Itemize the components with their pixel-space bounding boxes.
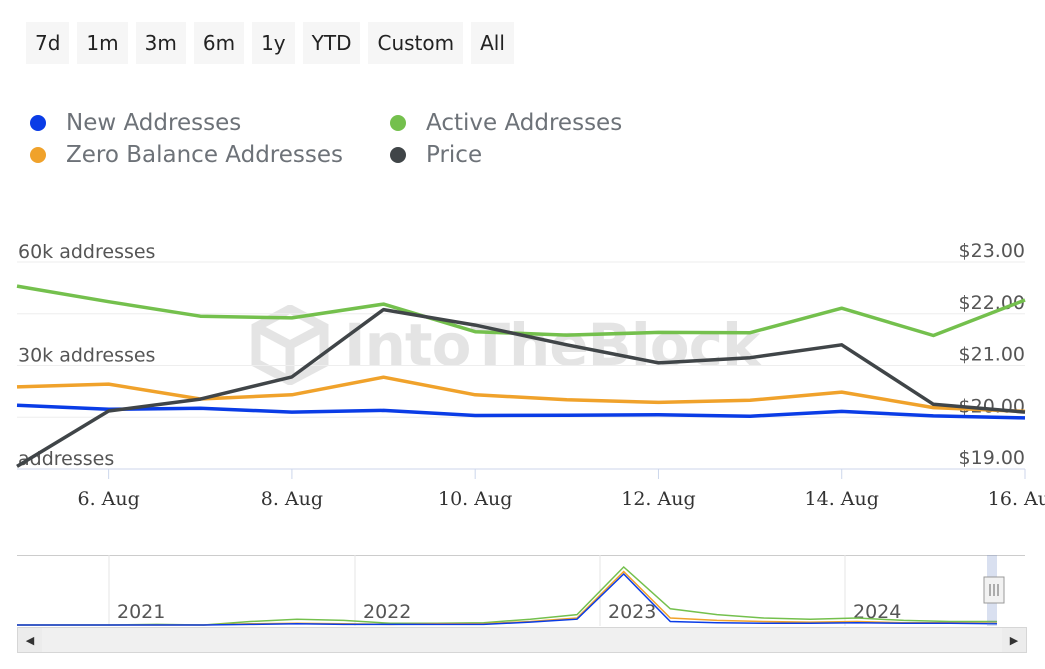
legend-label-price: Price [426,142,483,168]
x-axis-tick-label: 14. Aug [805,488,879,510]
range-selector: 7d 1m 3m 6m 1y YTD Custom All [26,22,514,64]
range-button-all[interactable]: All [471,22,514,64]
legend-label-new-addresses: New Addresses [66,110,242,136]
series-line-active-addresses[interactable] [16,284,1026,338]
left-axis-tick-label: 60k addresses [18,241,155,263]
x-axis-tick-label: 12. Aug [621,488,695,510]
legend-label-active-addresses: Active Addresses [426,110,623,136]
range-button-ytd[interactable]: YTD [302,22,361,64]
main-chart[interactable]: addresses 30k addresses 60k addresses $19.0… [0,0,1045,540]
navigator-scrollbar[interactable]: ◀ ▶ [17,627,1027,653]
right-axis-tick-label: $19.00 [959,447,1025,469]
legend-marker-zero-balance-addresses [30,147,46,163]
legend-item-new-addresses[interactable]: New Addresses [30,108,390,138]
series-line-zero-balance-addresses[interactable] [16,375,1026,414]
navigator-year-label: 2021 [117,601,165,623]
navigator-chart[interactable]: 2021 2022 2023 2024 [17,555,1025,626]
legend-label-zero-balance-addresses: Zero Balance Addresses [66,142,344,168]
x-axis-tick-label: 16. Aug [988,488,1045,510]
series-line-price[interactable] [16,307,1026,468]
legend-marker-price [390,147,406,163]
chart-legend: New Addresses Active Addresses Zero Bala… [30,108,690,170]
range-button-custom[interactable]: Custom [368,22,464,64]
range-button-6m[interactable]: 6m [193,22,245,64]
legend-item-price[interactable]: Price [390,140,690,170]
series-line-new-addresses[interactable] [16,403,1026,420]
left-axis-tick-label: addresses [18,448,114,470]
range-button-7d[interactable]: 7d [26,22,70,64]
legend-marker-active-addresses [390,115,406,131]
x-axis-tick-label: 6. Aug [77,488,139,510]
right-axis-tick-label: $21.00 [959,344,1025,366]
scroll-left-arrow-icon: ◀ [25,633,35,647]
navigator-handle[interactable] [983,576,1005,604]
range-button-3m[interactable]: 3m [135,22,186,64]
x-axis-tick-label: 10. Aug [438,488,512,510]
legend-marker-new-addresses [30,115,46,131]
legend-item-active-addresses[interactable]: Active Addresses [390,108,690,138]
navigator-year-label: 2024 [853,601,901,623]
navigator-line-new [17,572,998,626]
scroll-left-button[interactable]: ◀ [18,628,42,652]
navigator-year-label: 2023 [608,601,656,623]
range-button-1m[interactable]: 1m [77,22,128,64]
navigator-year-label: 2022 [363,601,411,623]
range-button-1y[interactable]: 1y [252,22,295,64]
left-axis-tick-label: 30k addresses [18,345,155,367]
legend-item-zero-balance-addresses[interactable]: Zero Balance Addresses [30,140,390,170]
right-axis-tick-label: $23.00 [959,240,1025,262]
scroll-right-arrow-icon: ▶ [1009,633,1019,647]
scroll-right-button[interactable]: ▶ [1002,628,1026,652]
x-axis-tick-label: 8. Aug [261,488,323,510]
